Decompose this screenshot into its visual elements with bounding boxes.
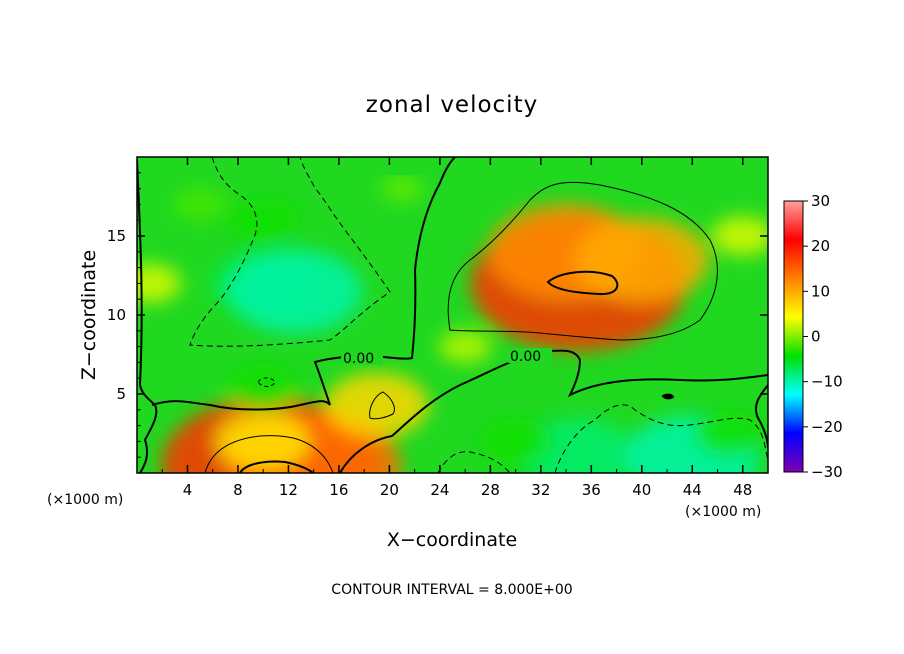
chart-title: zonal velocity xyxy=(366,92,538,118)
velocity-feature xyxy=(479,418,553,465)
velocity-feature xyxy=(227,249,362,334)
contour-interval-footer: CONTOUR INTERVAL = 8.000E+00 xyxy=(331,582,572,598)
contour-label-1: 0.00 xyxy=(343,351,374,367)
x-tick-label: 48 xyxy=(733,481,752,499)
minus-8-contour-lower xyxy=(437,451,511,473)
x-tick-label: 40 xyxy=(632,481,651,499)
plot-area: 0.00 0.00 xyxy=(136,156,769,474)
velocity-feature xyxy=(438,330,492,363)
velocity-feature xyxy=(521,418,636,473)
x-tick-label: 4 xyxy=(183,481,193,499)
colorbar-gradient xyxy=(783,200,804,473)
colorbar: 30 20 10 0 −10 −20 −30 xyxy=(783,192,843,481)
velocity-feature xyxy=(324,372,429,438)
x-tick-label: 20 xyxy=(380,481,399,499)
velocity-feature xyxy=(574,217,709,302)
colorbar-tick-label: 0 xyxy=(811,328,821,346)
x-tick-label: 24 xyxy=(430,481,449,499)
x-unit-left: (×1000 m) xyxy=(47,492,123,508)
x-tick-label: 16 xyxy=(329,481,348,499)
x-tick-label: 36 xyxy=(582,481,601,499)
x-tick-label: 44 xyxy=(683,481,702,499)
x-tick-label: 28 xyxy=(481,481,500,499)
y-axis-label: Z−coordinate xyxy=(78,250,100,380)
x-axis-label: X−coordinate xyxy=(387,529,517,551)
velocity-feature xyxy=(226,197,300,243)
velocity-feature xyxy=(216,412,310,471)
velocity-feature xyxy=(226,363,300,409)
velocity-feature xyxy=(711,216,768,256)
plus-16-contour-upper xyxy=(546,270,619,296)
colorbar-tick-label: 10 xyxy=(811,282,830,300)
contour-label-group-2: 0.00 xyxy=(508,348,552,365)
y-tick-label: 5 xyxy=(116,385,126,403)
plus-8-contour-small xyxy=(369,391,395,420)
x-tick-label: 32 xyxy=(531,481,550,499)
colorbar-tick-label: −30 xyxy=(811,463,843,481)
colorbar-tick-label: 20 xyxy=(811,237,830,255)
x-tick-label: 12 xyxy=(279,481,298,499)
velocity-field xyxy=(137,175,768,473)
y-tick-label: 10 xyxy=(107,306,126,324)
plus-16-contour-lower xyxy=(239,460,314,473)
velocity-feature xyxy=(137,263,181,303)
y-tick-label: 15 xyxy=(107,227,126,245)
velocity-feature xyxy=(173,188,227,221)
colorbar-tick-label: 30 xyxy=(811,192,830,210)
plus-8-contour-lower xyxy=(204,435,334,473)
velocity-feature xyxy=(693,410,767,457)
colorbar-tick-label: −20 xyxy=(811,418,843,436)
velocity-feature xyxy=(380,175,424,202)
plus-8-contour-upper xyxy=(447,181,718,341)
contour-label-group-1: 0.00 xyxy=(341,350,383,367)
colorbar-ticks: 30 20 10 0 −10 −20 −30 xyxy=(803,192,843,481)
zero-contour-left xyxy=(137,159,158,473)
x-unit-right: (×1000 m) xyxy=(685,504,761,520)
x-axis-ticks: 4 8 12 16 20 24 28 32 36 40 44 48 xyxy=(161,157,752,499)
small-blob-contour xyxy=(661,393,675,400)
x-tick-label: 8 xyxy=(233,481,243,499)
contour-label-2: 0.00 xyxy=(510,349,541,365)
zero-contour-right xyxy=(339,349,768,473)
colorbar-tick-label: −10 xyxy=(811,373,843,391)
minus-8-contour-upper xyxy=(189,157,391,347)
y-axis-ticks: 5 10 15 xyxy=(107,172,768,458)
